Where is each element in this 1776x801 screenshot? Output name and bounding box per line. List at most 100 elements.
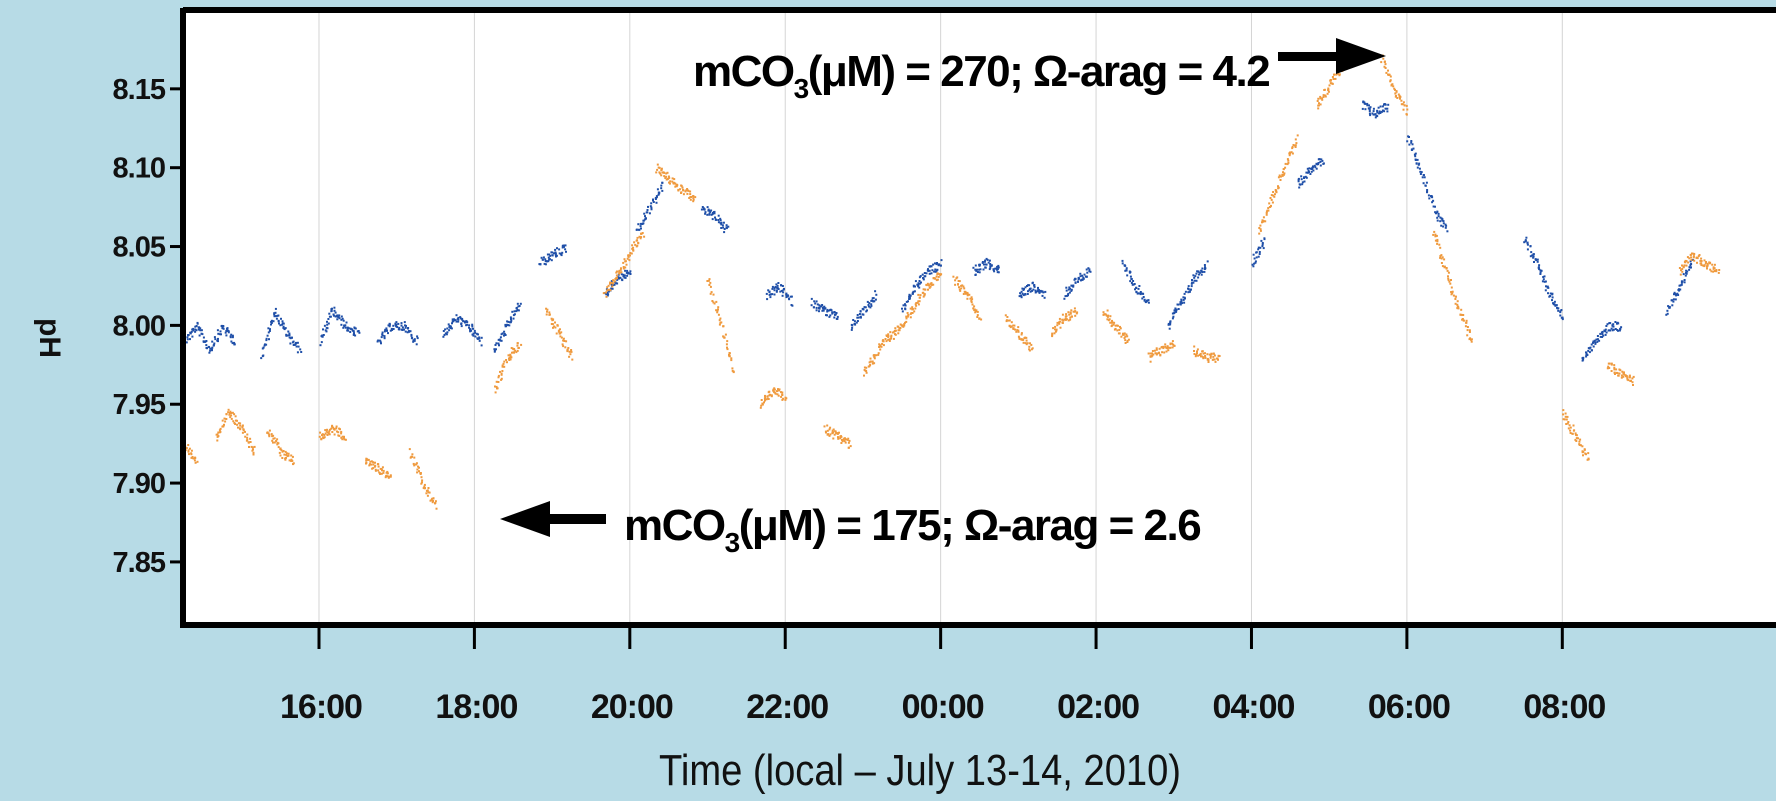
- data-point: [1616, 322, 1618, 325]
- data-point: [934, 262, 936, 265]
- data-point: [933, 277, 936, 280]
- data-point: [909, 294, 912, 297]
- data-point: [1399, 95, 1402, 98]
- data-point: [1151, 350, 1154, 352]
- data-point: [1418, 162, 1421, 165]
- data-point: [1394, 88, 1396, 91]
- data-point: [1414, 152, 1417, 155]
- data-point: [1464, 325, 1467, 328]
- data-point: [497, 374, 500, 377]
- data-point: [231, 342, 234, 345]
- data-point: [462, 320, 465, 323]
- data-point: [550, 259, 553, 262]
- data-point: [1628, 376, 1631, 379]
- data-point: [721, 224, 724, 227]
- data-point: [1067, 311, 1070, 314]
- data-point: [1378, 112, 1380, 115]
- data-point: [812, 306, 815, 309]
- data-point: [331, 424, 334, 427]
- data-point: [1064, 315, 1067, 318]
- data-point: [1102, 311, 1105, 314]
- data-point: [1171, 317, 1174, 320]
- data-point: [897, 332, 900, 335]
- series-2-segment: [1678, 252, 1721, 276]
- data-point: [616, 282, 619, 285]
- data-point: [765, 398, 768, 401]
- data-point: [1041, 290, 1044, 293]
- data-point: [976, 310, 979, 313]
- data-point: [1264, 220, 1267, 223]
- data-point: [1294, 138, 1297, 141]
- data-point: [205, 344, 208, 347]
- data-point: [1690, 263, 1693, 265]
- data-point: [1598, 339, 1601, 342]
- x-tick-label: 20:00: [591, 688, 673, 726]
- data-point: [1569, 432, 1572, 434]
- data-point: [723, 336, 726, 339]
- data-point: [389, 474, 392, 477]
- data-point: [1024, 336, 1027, 339]
- data-point: [1454, 295, 1457, 298]
- data-point: [1387, 69, 1389, 72]
- data-point: [1317, 107, 1320, 110]
- data-point: [979, 268, 982, 271]
- x-tick-label: 18:00: [435, 688, 517, 726]
- data-point: [940, 259, 943, 262]
- data-point: [561, 246, 564, 249]
- data-point: [1124, 264, 1127, 267]
- data-point: [1593, 340, 1596, 343]
- data-point: [974, 268, 977, 271]
- data-point: [1438, 243, 1441, 246]
- data-point: [1539, 273, 1542, 275]
- data-point: [1195, 272, 1198, 275]
- data-point: [1718, 269, 1721, 271]
- data-point: [382, 471, 385, 474]
- data-point: [1430, 195, 1433, 198]
- data-point: [328, 428, 331, 431]
- data-point: [615, 274, 618, 277]
- data-point: [1122, 332, 1124, 335]
- data-point: [1411, 143, 1414, 146]
- data-point: [922, 277, 925, 280]
- data-point: [1439, 216, 1442, 219]
- data-point: [828, 428, 831, 431]
- data-point: [989, 266, 992, 269]
- data-point: [815, 300, 818, 303]
- data-point: [814, 302, 817, 305]
- data-point: [1032, 288, 1035, 291]
- data-point: [1035, 290, 1038, 293]
- data-point: [388, 475, 391, 478]
- series-2-segment: [1147, 340, 1176, 363]
- data-point: [472, 334, 475, 337]
- data-point: [759, 406, 762, 409]
- data-point: [372, 467, 375, 470]
- data-point: [1470, 338, 1473, 341]
- data-point: [1165, 350, 1168, 353]
- data-point: [873, 362, 876, 365]
- data-point: [1025, 339, 1028, 342]
- data-point: [324, 329, 327, 332]
- data-point: [1547, 286, 1550, 289]
- data-point: [1307, 169, 1310, 172]
- data-point: [1610, 327, 1613, 330]
- data-point: [826, 310, 829, 313]
- series-2-segment: [1051, 307, 1079, 338]
- data-point: [635, 239, 638, 242]
- data-point: [712, 301, 715, 304]
- series-1-segment: [1121, 259, 1150, 304]
- data-point: [337, 316, 340, 319]
- data-point: [561, 251, 564, 254]
- data-point: [555, 332, 558, 335]
- data-point: [931, 269, 934, 272]
- data-point: [1320, 158, 1323, 161]
- data-point: [616, 270, 618, 273]
- data-point: [1685, 264, 1688, 267]
- data-point: [1672, 300, 1675, 303]
- data-point: [1181, 302, 1183, 305]
- data-point: [347, 327, 350, 330]
- data-point: [1380, 61, 1383, 64]
- data-point: [1425, 181, 1428, 184]
- data-point: [562, 345, 565, 348]
- data-point: [1606, 323, 1609, 326]
- data-point: [1631, 377, 1634, 380]
